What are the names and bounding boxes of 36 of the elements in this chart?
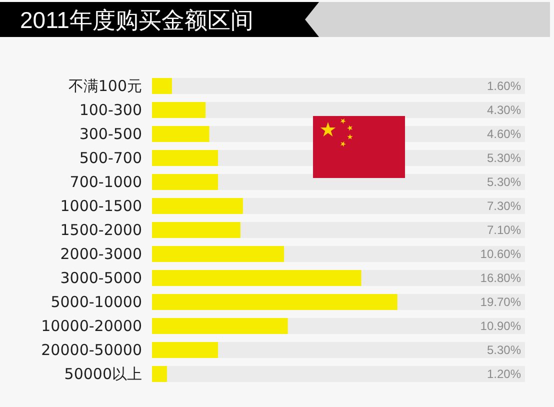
data-label: 7.10% [486, 223, 522, 237]
y-tick-label: 500-700 [79, 149, 142, 167]
bar [152, 366, 167, 382]
y-tick-label: 300-500 [79, 125, 142, 143]
y-tick-label: 不满100元 [68, 77, 142, 95]
y-tick-label: 700-1000 [70, 173, 142, 191]
data-label: 5.30% [486, 343, 522, 357]
y-tick-label: 5000-10000 [50, 293, 142, 311]
y-tick-label: 1000-1500 [60, 197, 142, 215]
data-label: 10.60% [480, 247, 522, 261]
data-label: 1.20% [486, 367, 522, 381]
data-label: 16.80% [480, 271, 522, 285]
bar [152, 198, 243, 214]
y-tick-label: 100-300 [79, 101, 142, 119]
y-tick-label: 3000-5000 [60, 269, 142, 287]
bar [152, 126, 210, 142]
y-tick-label: 10000-20000 [41, 317, 142, 335]
y-tick-label: 20000-50000 [41, 341, 142, 359]
data-label: 1.60% [486, 79, 522, 93]
bar [152, 222, 240, 238]
data-label: 10.90% [480, 319, 522, 333]
data-label: 4.60% [486, 127, 522, 141]
bar [152, 150, 218, 166]
y-tick-label: 50000以上 [64, 365, 142, 383]
y-tick-label: 1500-2000 [60, 221, 142, 239]
data-label: 4.30% [486, 103, 522, 117]
bar [152, 342, 218, 358]
bar [152, 102, 206, 118]
data-label: 5.30% [486, 151, 522, 165]
bar [152, 174, 218, 190]
chart-title: 2011年度购买金额区间 [20, 6, 254, 34]
data-label: 7.30% [486, 199, 522, 213]
bar [152, 78, 172, 94]
data-label: 5.30% [486, 175, 522, 189]
y-tick-label: 2000-3000 [60, 245, 142, 263]
data-label: 19.70% [480, 295, 522, 309]
